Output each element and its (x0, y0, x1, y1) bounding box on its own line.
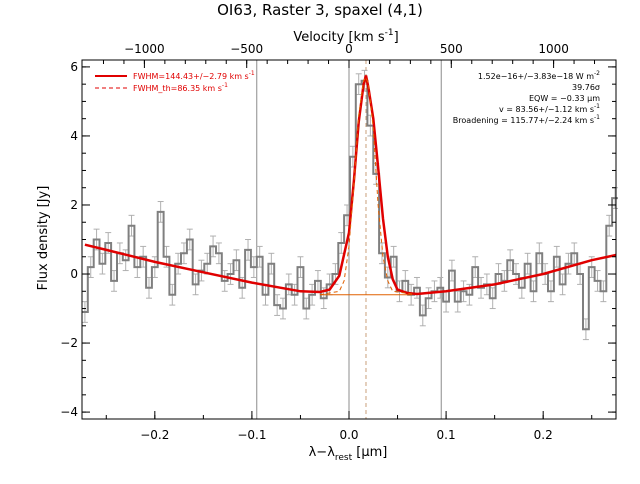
x-tick-label: 0.0 (339, 428, 358, 442)
y-tick-label: 4 (70, 129, 78, 143)
annotation-text: 39.76σ (572, 83, 600, 92)
x-tick-label: −0.2 (140, 428, 169, 442)
y-tick-label: −2 (60, 336, 78, 350)
chart-title: OI63, Raster 3, spaxel (4,1) (217, 1, 423, 19)
axes: −0.2 −0.1 0.0 0.1 0.2 −4 −2 0 2 4 6 −1000 −500 0 500 10… (60, 42, 617, 442)
y-axis-label: Flux density [Jy] (36, 186, 51, 291)
top-tick-label: 0 (345, 42, 353, 56)
legend-label: FWHM_th=86.35 km s-1 (133, 82, 228, 93)
annotation-sup: -2 (594, 70, 600, 77)
data-series (81, 69, 619, 341)
top-tick-label: −1000 (124, 42, 165, 56)
annotation-text: 1.52e−16+/−3.83e−18 W m-2 (478, 70, 600, 81)
annotation-main: Broadening = 115.77+/−2.24 km s (453, 116, 594, 125)
top-axis-label-end: ] (394, 30, 399, 45)
top-tick-label: 500 (440, 42, 463, 56)
annotation-main: EQW = −0.33 μm (529, 94, 600, 103)
top-axis-label: Velocity [km s-1] (293, 28, 398, 45)
annotation-main: v = 83.56+/−1.12 km s (499, 105, 594, 114)
top-tick-label: 1000 (538, 42, 569, 56)
y-tick-label: 6 (70, 60, 78, 74)
legend-label-sup: -1 (249, 70, 255, 77)
annotation-sup: -1 (594, 114, 600, 121)
x-tick-label: 0.2 (534, 428, 553, 442)
fit-curve-thermal (319, 76, 413, 296)
annotation-text: EQW = −0.33 μm (529, 94, 600, 103)
y-tick-label: 2 (70, 198, 78, 212)
y-tick-label: −4 (60, 405, 78, 419)
top-axis-label-text: Velocity [km s (293, 30, 385, 45)
x-axis-label-sub: rest (335, 453, 353, 463)
annotations: 1.52e−16+/−3.83e−18 W m-2 39.76σ EQW = −0.… (453, 70, 600, 125)
annotation-sup: -1 (594, 103, 600, 110)
data-histogram (82, 79, 618, 331)
x-tick-label: 0.1 (437, 428, 456, 442)
legend-label: FWHM=144.43+/−2.79 km s-1 (133, 70, 255, 81)
annotation-main: 1.52e−16+/−3.83e−18 W m (478, 72, 594, 81)
reference-lines (256, 60, 442, 419)
x-tick-label: −0.1 (237, 428, 266, 442)
annotation-text: v = 83.56+/−1.12 km s-1 (499, 103, 600, 114)
top-axis-label-sup: -1 (385, 28, 394, 38)
x-axis-label-unit: [μm] (352, 445, 387, 460)
legend-label-text: FWHM_th=86.35 km s (133, 84, 222, 93)
annotation-text: Broadening = 115.77+/−2.24 km s-1 (453, 114, 600, 125)
legend-label-text: FWHM=144.43+/−2.79 km s (133, 72, 249, 81)
legend-label-sup: -1 (222, 82, 228, 89)
y-tick-label: 0 (70, 267, 78, 281)
x-axis-label-text: λ−λ (309, 445, 336, 460)
x-axis-label: λ−λrest [μm] (309, 445, 388, 463)
annotation-main: 39.76σ (572, 83, 600, 92)
top-tick-label: −500 (230, 42, 263, 56)
